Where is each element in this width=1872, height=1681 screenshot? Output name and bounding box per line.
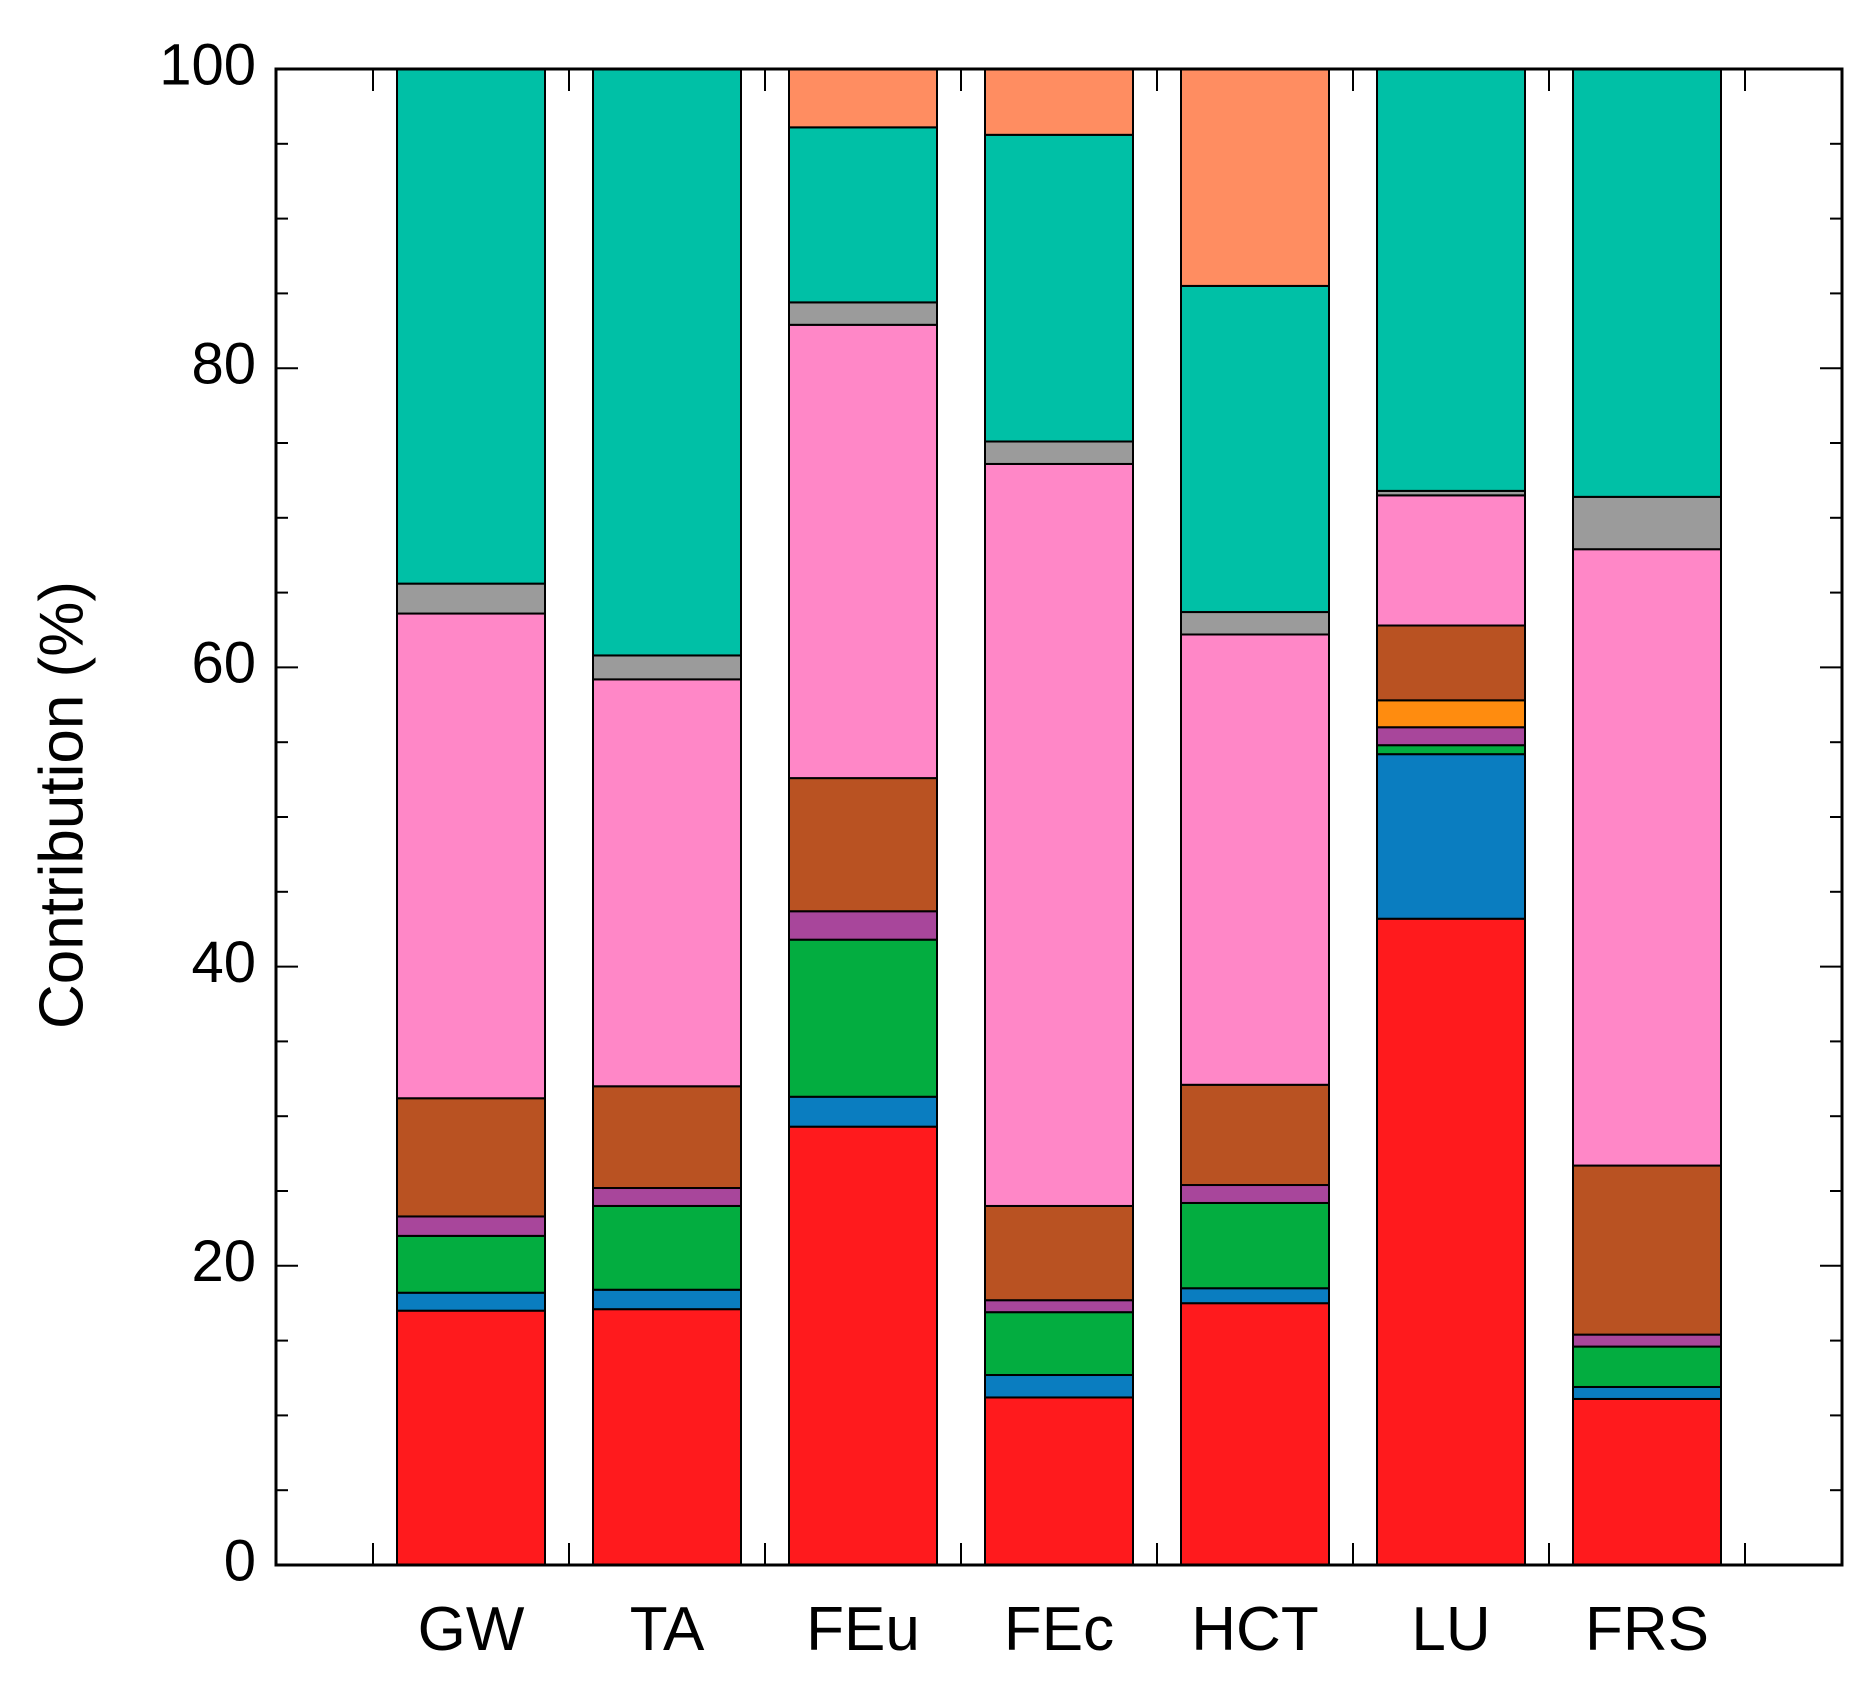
bar-segment-fec-gray <box>984 440 1134 465</box>
x-tick-label-ta: TA <box>630 1595 705 1664</box>
bar-stack-lu <box>1376 68 1526 1566</box>
bar-segment-gw-brown <box>396 1097 546 1218</box>
bar-stack-feu <box>788 68 938 1566</box>
plot-frame <box>274 67 1844 1567</box>
bar-segment-hct-purple <box>1180 1184 1330 1204</box>
bar-segment-ta-green <box>592 1204 742 1291</box>
bar-segment-gw-teal <box>396 68 546 585</box>
bar-segment-frs-brown <box>1572 1164 1722 1336</box>
bar-segment-frs-gray <box>1572 495 1722 551</box>
x-tick-label-feu: FEu <box>806 1595 920 1664</box>
bar-segment-ta-red <box>592 1308 742 1566</box>
bar-segment-frs-red <box>1572 1397 1722 1566</box>
bar-segment-lu-orange <box>1376 699 1526 729</box>
y-tick-label-0: 0 <box>224 1528 256 1593</box>
bar-segment-fec-brown <box>984 1204 1134 1302</box>
bar-segment-feu-salmon <box>788 68 938 129</box>
bar-segment-hct-gray <box>1180 611 1330 636</box>
bar-segment-gw-purple <box>396 1215 546 1237</box>
bar-segment-gw-gray <box>396 582 546 615</box>
x-tick-label-frs: FRS <box>1585 1595 1709 1664</box>
bar-segment-hct-red <box>1180 1302 1330 1566</box>
bar-segment-lu-blue <box>1376 753 1526 920</box>
bar-segment-feu-gray <box>788 301 938 326</box>
bar-segment-lu-purple <box>1376 726 1526 747</box>
bar-segment-lu-green <box>1376 744 1526 756</box>
y-tick-label-40: 40 <box>191 930 256 995</box>
bar-segment-gw-red <box>396 1309 546 1567</box>
x-tick-label-fec: FEc <box>1004 1595 1114 1664</box>
bar-segment-hct-green <box>1180 1201 1330 1290</box>
labels-layer: GW TA FEu FEc HCT LU FRS 0 20 40 60 80 100 <box>159 32 1709 1664</box>
bar-segment-fec-teal <box>984 133 1134 443</box>
x-tick-label-lu: LU <box>1411 1595 1490 1664</box>
bar-segment-lu-brown <box>1376 624 1526 702</box>
bar-segment-feu-blue <box>788 1095 938 1128</box>
bar-segment-fec-blue <box>984 1374 1134 1399</box>
bar-segment-frs-green <box>1572 1345 1722 1388</box>
ticks-layer <box>276 68 1842 1566</box>
bar-segment-hct-brown <box>1180 1083 1330 1187</box>
bar-segment-fec-green <box>984 1311 1134 1377</box>
bar-stack-ta <box>592 68 742 1566</box>
y-tick-label-100: 100 <box>159 32 256 97</box>
y-tick-label-80: 80 <box>191 332 256 397</box>
bar-segment-gw-pink <box>396 612 546 1100</box>
bar-segment-lu-teal <box>1376 68 1526 492</box>
bar-segment-fec-salmon <box>984 68 1134 136</box>
bar-segment-hct-pink <box>1180 633 1330 1086</box>
bar-segment-gw-green <box>396 1234 546 1294</box>
bar-segment-lu-red <box>1376 917 1526 1566</box>
bar-segment-hct-salmon <box>1180 68 1330 287</box>
bar-stack-gw <box>396 68 546 1567</box>
bar-segment-feu-pink <box>788 323 938 780</box>
bar-segment-frs-pink <box>1572 548 1722 1167</box>
bar-segment-ta-teal <box>592 68 742 657</box>
bar-segment-gw-blue <box>396 1291 546 1312</box>
bar-segment-hct-blue <box>1180 1287 1330 1305</box>
bar-segment-feu-brown <box>788 777 938 913</box>
bar-segment-ta-brown <box>592 1085 742 1190</box>
bar-segment-feu-teal <box>788 126 938 304</box>
y-axis-title: Contribution (%) <box>27 581 96 1029</box>
bar-segment-fec-pink <box>984 462 1134 1207</box>
y-tick-label-60: 60 <box>191 631 256 696</box>
bar-segment-frs-purple <box>1572 1333 1722 1348</box>
bar-stack-fec <box>984 68 1134 1566</box>
bar-segment-feu-red <box>788 1125 938 1566</box>
bar-segment-feu-green <box>788 938 938 1098</box>
bar-stack-hct <box>1180 68 1330 1566</box>
bar-segment-ta-gray <box>592 654 742 681</box>
bar-segment-fec-purple <box>984 1299 1134 1314</box>
bar-segment-fec-red <box>984 1396 1134 1566</box>
bars-layer <box>396 68 1722 1567</box>
bar-segment-hct-teal <box>1180 284 1330 614</box>
bar-segment-feu-purple <box>788 910 938 941</box>
x-tick-label-hct: HCT <box>1191 1595 1318 1664</box>
bar-segment-frs-teal <box>1572 68 1722 498</box>
bar-segment-ta-purple <box>592 1187 742 1207</box>
bar-segment-frs-blue <box>1572 1385 1722 1400</box>
bar-stack-frs <box>1572 68 1722 1566</box>
bar-segment-lu-pink <box>1376 494 1526 627</box>
y-tick-label-20: 20 <box>191 1229 256 1294</box>
bar-segment-ta-blue <box>592 1288 742 1311</box>
x-tick-label-gw: GW <box>418 1595 525 1664</box>
bar-segment-ta-pink <box>592 678 742 1088</box>
